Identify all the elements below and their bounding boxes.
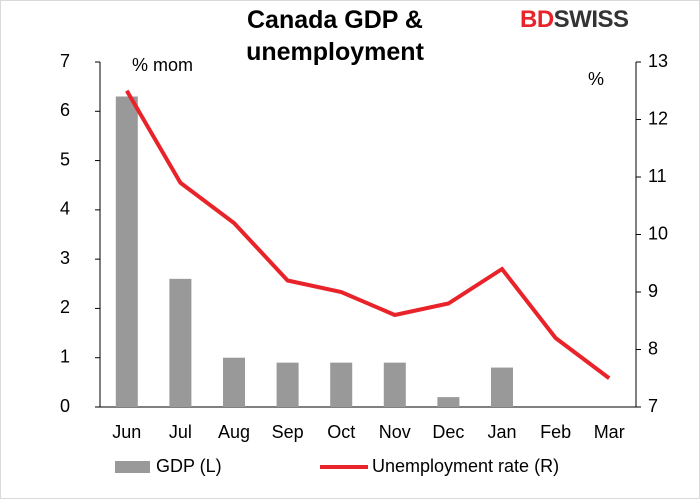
y2-tick-label: 12 <box>648 108 668 128</box>
y-tick-label: 7 <box>60 51 70 71</box>
x-tick-label: Mar <box>594 422 625 442</box>
logo: BDSWISS <box>520 6 629 34</box>
y-tick-label: 4 <box>60 199 70 219</box>
line <box>125 89 611 380</box>
y2-tick-label: 11 <box>648 166 667 186</box>
x-tick-label: Jul <box>169 422 192 442</box>
bar <box>437 397 460 407</box>
chart-title: Canada GDP & unemployment <box>246 6 424 66</box>
legend-swatch <box>115 461 150 473</box>
legend-label: GDP (L) <box>156 456 222 476</box>
legend-label: Unemployment rate (R) <box>372 456 559 476</box>
y-tick-label: 6 <box>60 100 70 120</box>
bar <box>383 362 406 407</box>
bar <box>115 96 138 407</box>
bar <box>330 362 353 407</box>
bar <box>491 367 513 407</box>
x-tick-label: Dec <box>432 422 464 442</box>
y2-tick-label: 8 <box>648 338 658 358</box>
y-tick-label: 1 <box>60 346 70 366</box>
y2-tick-label: 9 <box>648 281 658 301</box>
y2-tick-label: 7 <box>648 396 658 416</box>
y-tick-label: 5 <box>60 149 70 169</box>
y-tick-label: 0 <box>60 396 70 416</box>
y-axis-label: % mom <box>132 55 193 75</box>
logo-part: SWISS <box>553 6 629 33</box>
x-tick-label: Feb <box>540 422 571 442</box>
x-tick-label: Jan <box>487 422 516 442</box>
x-tick-label: Nov <box>379 422 411 442</box>
x-tick-label: Aug <box>218 422 250 442</box>
x-tick-label: Jun <box>112 422 141 442</box>
y-tick-label: 2 <box>60 297 70 317</box>
x-tick-label: Oct <box>327 422 355 442</box>
logo-part: BD <box>520 6 554 33</box>
y2-tick-label: 13 <box>648 51 668 71</box>
y2-tick-label: 10 <box>648 223 668 243</box>
bar <box>169 278 192 407</box>
x-tick-label: Sep <box>272 422 304 442</box>
y2-axis-label: % <box>588 69 604 89</box>
bar <box>223 357 245 407</box>
y-tick-label: 3 <box>60 248 70 268</box>
bar <box>276 362 299 407</box>
